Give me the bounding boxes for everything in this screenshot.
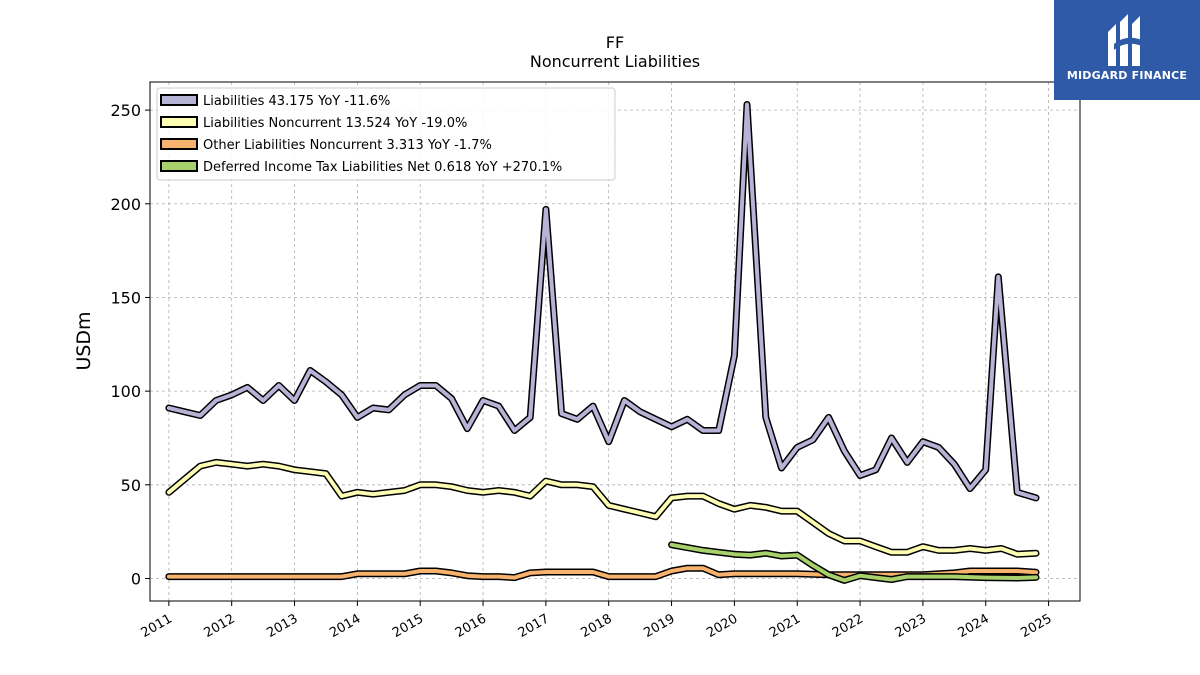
legend-swatch bbox=[160, 116, 198, 128]
midgard-logo-icon bbox=[1108, 14, 1142, 66]
x-tick-label: 2021 bbox=[767, 611, 803, 641]
midgard-finance-logo: MIDGARD FINANCE bbox=[1054, 0, 1200, 100]
x-tick-label: 2019 bbox=[641, 611, 677, 641]
legend-swatch bbox=[160, 160, 198, 172]
legend-label: Liabilities 43.175 YoY -11.6% bbox=[203, 94, 390, 109]
series-line-0 bbox=[166, 102, 1038, 500]
legend-label: Other Liabilities Noncurrent 3.313 YoY -… bbox=[203, 138, 492, 153]
y-tick-label: 100 bbox=[110, 382, 141, 401]
legend: Liabilities 43.175 YoY -11.6% Liabilities… bbox=[156, 87, 616, 181]
plot-frame bbox=[149, 81, 1081, 602]
chart-subtitle: Noncurrent Liabilities bbox=[530, 52, 700, 71]
y-axis-label: USDm bbox=[73, 311, 95, 370]
legend-box bbox=[156, 87, 616, 181]
y-tick-label: 150 bbox=[110, 288, 141, 307]
x-tick-label: 2024 bbox=[956, 611, 992, 641]
series-lines bbox=[165, 101, 1040, 584]
x-tick-label: 2013 bbox=[264, 611, 300, 641]
legend-swatch bbox=[160, 138, 198, 150]
series-line-1 bbox=[166, 460, 1038, 557]
x-tick-label: 2016 bbox=[453, 611, 489, 641]
x-tick-label: 2018 bbox=[579, 611, 615, 641]
legend-swatch bbox=[160, 94, 198, 106]
x-tick-label: 2017 bbox=[516, 611, 552, 641]
series-outline-1 bbox=[165, 458, 1040, 558]
y-tick-label: 250 bbox=[110, 101, 141, 120]
x-tick-label: 2014 bbox=[327, 611, 363, 641]
x-tick-label: 2012 bbox=[202, 611, 238, 641]
y-tick-label: 200 bbox=[110, 195, 141, 214]
axis-ticks: 0 50 100 150 200 250 2011 2012 2013 2014 2015 2016 2… bbox=[110, 101, 1054, 641]
logo-text: MIDGARD FINANCE bbox=[1066, 69, 1188, 82]
y-tick-label: 0 bbox=[131, 570, 141, 589]
x-tick-label: 2011 bbox=[139, 611, 175, 641]
chart-title: FF bbox=[606, 33, 624, 52]
legend-label: Liabilities Noncurrent 13.524 YoY -19.0% bbox=[203, 116, 467, 131]
x-tick-label: 2015 bbox=[390, 611, 426, 641]
legend-label: Deferred Income Tax Liabilities Net 0.61… bbox=[203, 160, 562, 175]
x-tick-label: 2020 bbox=[704, 611, 740, 641]
x-tick-label: 2022 bbox=[830, 611, 866, 641]
y-tick-label: 50 bbox=[121, 476, 141, 495]
x-tick-label: 2023 bbox=[893, 611, 929, 641]
series-line-3 bbox=[669, 542, 1038, 583]
x-tick-label: 2025 bbox=[1018, 611, 1054, 641]
